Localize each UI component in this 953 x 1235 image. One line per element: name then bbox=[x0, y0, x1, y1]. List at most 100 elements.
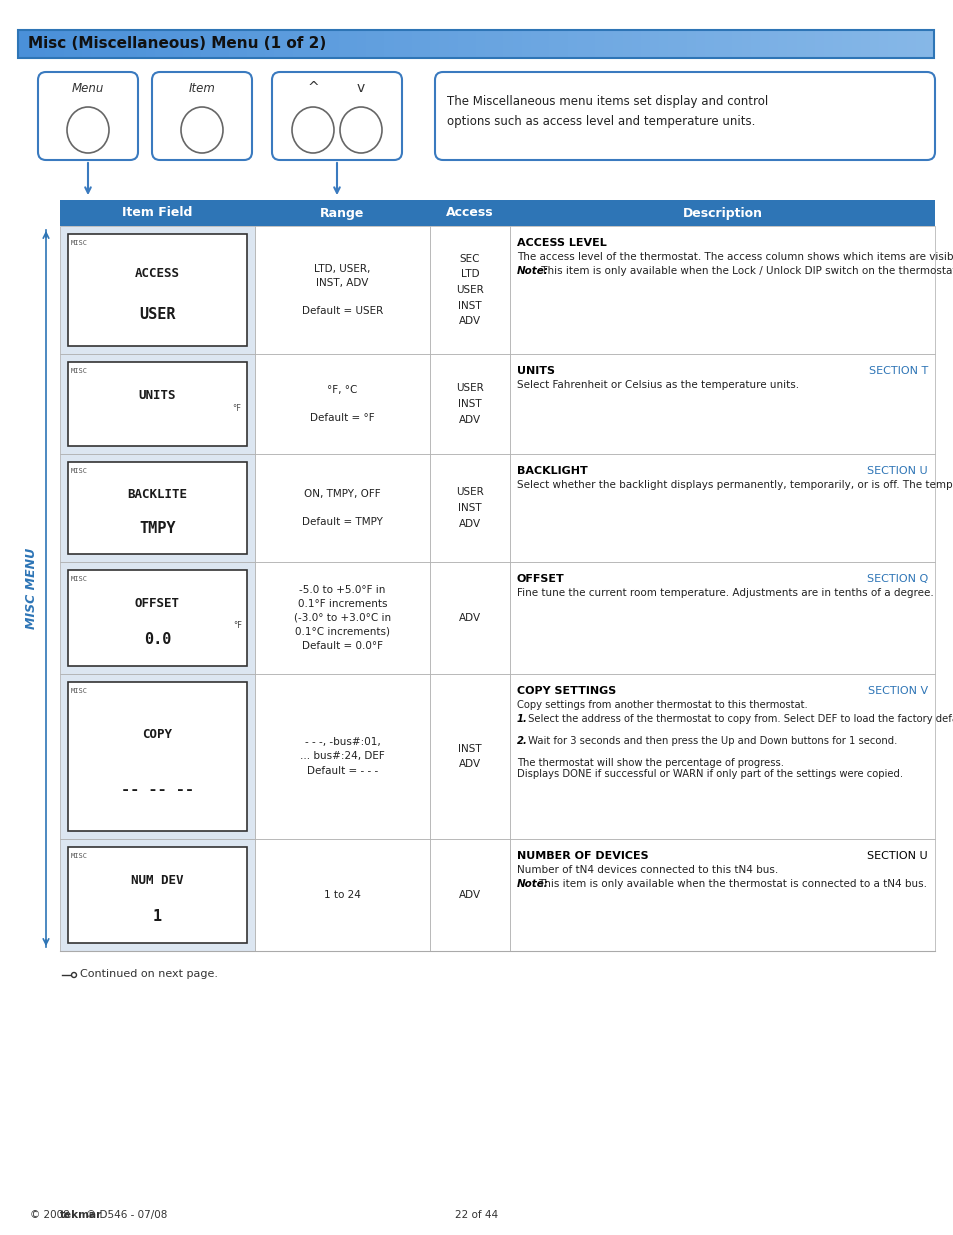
Bar bbox=[229, 30, 238, 58]
Bar bbox=[649, 30, 659, 58]
Text: Range: Range bbox=[320, 206, 364, 220]
Text: °F, °C

Default = °F: °F, °C Default = °F bbox=[310, 385, 375, 424]
Bar bbox=[750, 30, 760, 58]
Bar bbox=[786, 30, 797, 58]
Bar bbox=[851, 30, 861, 58]
Bar bbox=[659, 30, 669, 58]
Bar bbox=[448, 30, 458, 58]
Bar bbox=[510, 674, 934, 839]
Text: Menu: Menu bbox=[71, 82, 104, 95]
Bar bbox=[878, 30, 888, 58]
Bar bbox=[100, 30, 111, 58]
Bar bbox=[512, 30, 522, 58]
Bar bbox=[430, 839, 510, 951]
Text: COPY SETTINGS: COPY SETTINGS bbox=[517, 685, 616, 697]
Bar bbox=[46, 30, 55, 58]
Bar bbox=[558, 30, 568, 58]
Bar bbox=[430, 454, 510, 562]
Bar bbox=[68, 233, 247, 346]
Text: °F: °F bbox=[232, 404, 241, 412]
Bar bbox=[60, 562, 254, 674]
Bar bbox=[778, 30, 787, 58]
Text: MISC: MISC bbox=[71, 468, 88, 474]
Bar bbox=[18, 30, 933, 58]
Bar bbox=[466, 30, 476, 58]
Bar bbox=[60, 674, 254, 839]
Text: MISC: MISC bbox=[71, 368, 88, 374]
Text: COPY: COPY bbox=[142, 727, 172, 741]
Text: Select Fahrenheit or Celsius as the temperature units.: Select Fahrenheit or Celsius as the temp… bbox=[517, 380, 799, 390]
Bar bbox=[366, 30, 375, 58]
Bar bbox=[686, 30, 696, 58]
Bar bbox=[265, 30, 275, 58]
Text: Item Field: Item Field bbox=[122, 206, 193, 220]
Bar bbox=[128, 30, 138, 58]
Bar bbox=[494, 30, 504, 58]
Text: The thermostat will show the percentage of progress.: The thermostat will show the percentage … bbox=[517, 758, 783, 768]
Bar bbox=[183, 30, 193, 58]
Bar bbox=[677, 30, 687, 58]
Text: Wait for 3 seconds and then press the Up and Down buttons for 1 second.: Wait for 3 seconds and then press the Up… bbox=[524, 736, 897, 746]
Text: INST
ADV: INST ADV bbox=[457, 743, 481, 769]
Text: SECTION U: SECTION U bbox=[866, 466, 927, 475]
Bar bbox=[631, 30, 641, 58]
Bar bbox=[155, 30, 166, 58]
Bar bbox=[72, 30, 83, 58]
Bar bbox=[247, 30, 257, 58]
Text: SECTION T: SECTION T bbox=[868, 366, 927, 375]
Bar bbox=[60, 454, 254, 562]
Bar bbox=[695, 30, 705, 58]
Bar bbox=[68, 847, 247, 944]
Bar bbox=[430, 674, 510, 839]
Bar bbox=[283, 30, 294, 58]
Ellipse shape bbox=[292, 107, 334, 153]
Bar bbox=[68, 462, 247, 555]
Bar bbox=[613, 30, 623, 58]
Bar bbox=[302, 30, 312, 58]
Text: Note:: Note: bbox=[517, 879, 548, 889]
Bar bbox=[274, 30, 284, 58]
Bar bbox=[760, 30, 769, 58]
Bar bbox=[430, 354, 510, 454]
Text: ADV: ADV bbox=[458, 613, 480, 622]
Ellipse shape bbox=[181, 107, 223, 153]
Text: The access level of the thermostat. The access column shows which items are visi: The access level of the thermostat. The … bbox=[517, 252, 953, 262]
Bar bbox=[254, 839, 430, 951]
Text: SECTION U: SECTION U bbox=[866, 851, 927, 861]
Bar bbox=[805, 30, 815, 58]
Text: © 2008: © 2008 bbox=[30, 1210, 73, 1220]
Text: This item is only available when the thermostat is connected to a tN4 bus.: This item is only available when the the… bbox=[537, 879, 925, 889]
Bar bbox=[137, 30, 147, 58]
Bar bbox=[384, 30, 395, 58]
Bar bbox=[457, 30, 467, 58]
Bar bbox=[256, 30, 266, 58]
Text: Number of tN4 devices connected to this tN4 bus.: Number of tN4 devices connected to this … bbox=[517, 864, 778, 876]
Text: MISC: MISC bbox=[71, 576, 88, 582]
Bar bbox=[640, 30, 650, 58]
Bar bbox=[704, 30, 715, 58]
Bar bbox=[329, 30, 339, 58]
Bar bbox=[173, 30, 184, 58]
Bar bbox=[293, 30, 303, 58]
Bar bbox=[412, 30, 421, 58]
Text: tekmar: tekmar bbox=[59, 1210, 102, 1220]
Bar bbox=[254, 226, 430, 354]
Bar bbox=[338, 30, 349, 58]
Bar bbox=[887, 30, 898, 58]
Text: MISC: MISC bbox=[71, 853, 88, 860]
Bar bbox=[823, 30, 833, 58]
Bar bbox=[832, 30, 842, 58]
Bar bbox=[860, 30, 870, 58]
Text: TMPY: TMPY bbox=[139, 521, 175, 536]
Bar bbox=[394, 30, 403, 58]
Bar bbox=[732, 30, 741, 58]
Text: UNITS: UNITS bbox=[517, 366, 555, 375]
FancyBboxPatch shape bbox=[152, 72, 252, 161]
Text: UNITS: UNITS bbox=[138, 389, 176, 403]
Text: Description: Description bbox=[681, 206, 761, 220]
Text: Select the address of the thermostat to copy from. Select DEF to load the factor: Select the address of the thermostat to … bbox=[524, 714, 953, 724]
Bar bbox=[722, 30, 733, 58]
Bar bbox=[485, 30, 495, 58]
FancyBboxPatch shape bbox=[272, 72, 401, 161]
Bar bbox=[254, 674, 430, 839]
